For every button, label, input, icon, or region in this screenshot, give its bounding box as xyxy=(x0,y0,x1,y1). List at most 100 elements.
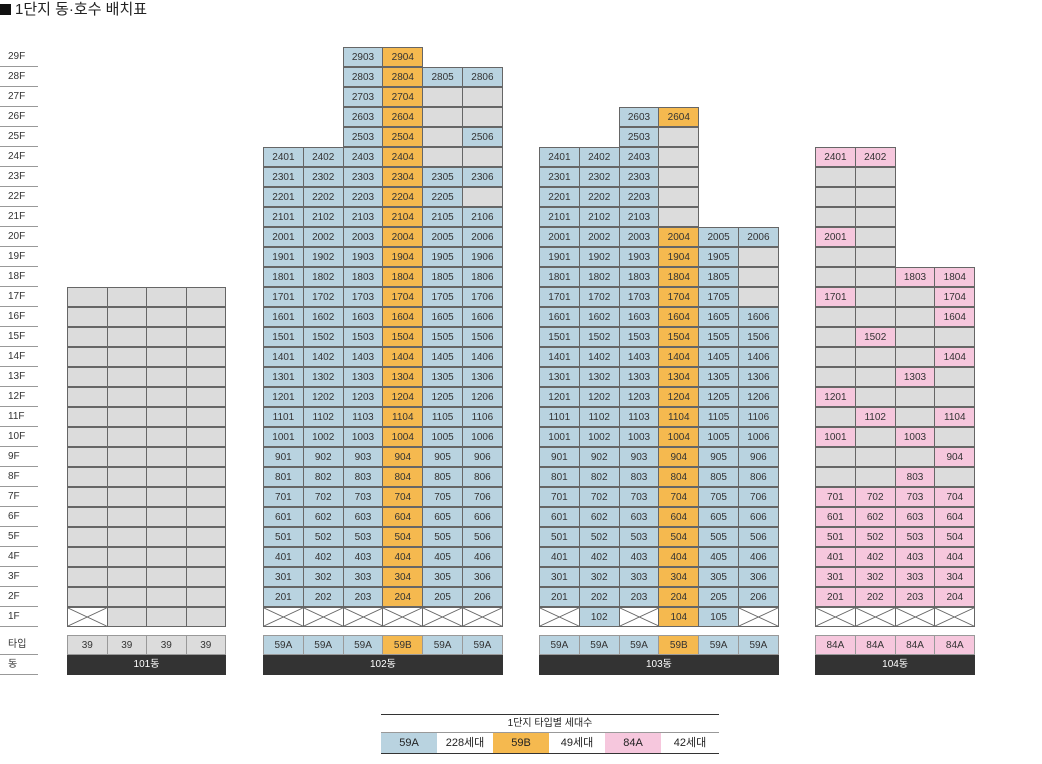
unit-cell: 2201 xyxy=(263,187,304,207)
unit-cell: 2001 xyxy=(539,227,580,247)
floor-label: 18F xyxy=(0,267,38,287)
unit-cell: 1403 xyxy=(342,347,384,367)
empty-unit-cell xyxy=(106,447,147,467)
unit-cell: 1003 xyxy=(342,427,384,447)
empty-unit-cell xyxy=(67,547,108,567)
unit-cell: 401 xyxy=(815,547,856,567)
type-cell: 84A xyxy=(815,635,856,655)
no-unit-cross-icon xyxy=(342,607,384,627)
unit-cell: 1803 xyxy=(894,267,936,287)
empty-unit-cell xyxy=(106,327,147,347)
empty-unit-cell xyxy=(854,267,896,287)
unit-cell: 1002 xyxy=(302,427,344,447)
unit-cell: 1303 xyxy=(618,367,660,387)
empty-unit-cell xyxy=(106,547,147,567)
unit-cell: 703 xyxy=(342,487,384,507)
unit-cell: 1106 xyxy=(738,407,779,427)
floor-label: 7F xyxy=(0,487,38,507)
unit-cell: 201 xyxy=(263,587,304,607)
empty-unit-cell xyxy=(67,427,108,447)
legend: 1단지 타입별 세대수 59A 228세대 59B 49세대 84A 42세대 xyxy=(381,714,719,754)
unit-cell: 306 xyxy=(462,567,503,587)
unit-cell: 406 xyxy=(462,547,503,567)
unit-cell: 2104 xyxy=(382,207,424,227)
unit-cell: 705 xyxy=(422,487,463,507)
empty-unit-cell xyxy=(738,247,779,267)
empty-unit-cell xyxy=(894,307,936,327)
unit-cell: 1406 xyxy=(462,347,503,367)
unit-cell: 502 xyxy=(854,527,896,547)
unit-cell: 1602 xyxy=(578,307,620,327)
unit-cell: 906 xyxy=(738,447,779,467)
unit-cell: 1902 xyxy=(578,247,620,267)
unit-cell: 1906 xyxy=(462,247,503,267)
unit-cell: 1201 xyxy=(263,387,304,407)
unit-cell: 1701 xyxy=(815,287,856,307)
unit-cell: 2302 xyxy=(578,167,620,187)
empty-unit-cell xyxy=(815,307,856,327)
empty-unit-cell xyxy=(67,287,108,307)
unit-cell: 1401 xyxy=(539,347,580,367)
unit-cell: 1606 xyxy=(462,307,503,327)
unit-cell: 1803 xyxy=(342,267,384,287)
floor-label: 4F xyxy=(0,547,38,567)
floor-label: 1F xyxy=(0,607,38,627)
floor-label: 22F xyxy=(0,187,38,207)
empty-unit-cell xyxy=(67,507,108,527)
unit-cell: 504 xyxy=(658,527,700,547)
unit-cell: 2003 xyxy=(618,227,660,247)
unit-cell: 401 xyxy=(539,547,580,567)
empty-unit-cell xyxy=(67,407,108,427)
unit-cell: 1804 xyxy=(934,267,976,287)
type-cell: 39 xyxy=(185,635,226,655)
unit-cell: 2005 xyxy=(698,227,739,247)
unit-cell: 205 xyxy=(698,587,739,607)
unit-cell: 1006 xyxy=(462,427,503,447)
unit-cell: 1006 xyxy=(738,427,779,447)
unit-cell: 405 xyxy=(698,547,739,567)
unit-cell: 302 xyxy=(578,567,620,587)
unit-cell: 306 xyxy=(738,567,779,587)
empty-unit-cell xyxy=(67,567,108,587)
unit-cell: 2102 xyxy=(578,207,620,227)
empty-unit-cell xyxy=(185,587,226,607)
unit-cell: 1102 xyxy=(854,407,896,427)
unit-cell: 1305 xyxy=(422,367,463,387)
unit-cell: 501 xyxy=(815,527,856,547)
unit-cell: 2503 xyxy=(342,127,384,147)
floor-label: 12F xyxy=(0,387,38,407)
unit-cell: 605 xyxy=(698,507,739,527)
empty-unit-cell xyxy=(854,247,896,267)
type-cell: 39 xyxy=(146,635,187,655)
unit-cell: 105 xyxy=(698,607,739,627)
empty-unit-cell xyxy=(894,347,936,367)
unit-cell: 1503 xyxy=(618,327,660,347)
empty-unit-cell xyxy=(462,107,503,127)
unit-cell: 2402 xyxy=(302,147,344,167)
floor-label: 16F xyxy=(0,307,38,327)
unit-cell: 1605 xyxy=(422,307,463,327)
unit-cell: 406 xyxy=(738,547,779,567)
empty-unit-cell xyxy=(185,287,226,307)
empty-unit-cell xyxy=(854,207,896,227)
unit-cell: 1704 xyxy=(382,287,424,307)
unit-cell: 301 xyxy=(539,567,580,587)
empty-unit-cell xyxy=(185,307,226,327)
type-cell: 84A xyxy=(894,635,936,655)
unit-cell: 2004 xyxy=(382,227,424,247)
no-unit-cross-icon xyxy=(934,607,976,627)
unit-cell: 805 xyxy=(422,467,463,487)
unit-cell: 601 xyxy=(263,507,304,527)
unit-cell: 1303 xyxy=(342,367,384,387)
unit-cell: 1102 xyxy=(578,407,620,427)
empty-unit-cell xyxy=(854,427,896,447)
floor-label: 27F xyxy=(0,87,38,107)
legend-type-84a: 84A xyxy=(605,733,661,753)
building-label: 102동 xyxy=(263,655,503,675)
unit-cell: 902 xyxy=(302,447,344,467)
unit-cell: 806 xyxy=(462,467,503,487)
unit-cell: 603 xyxy=(894,507,936,527)
empty-unit-cell xyxy=(934,367,976,387)
building-label: 101동 xyxy=(67,655,226,675)
type-cell: 39 xyxy=(67,635,108,655)
